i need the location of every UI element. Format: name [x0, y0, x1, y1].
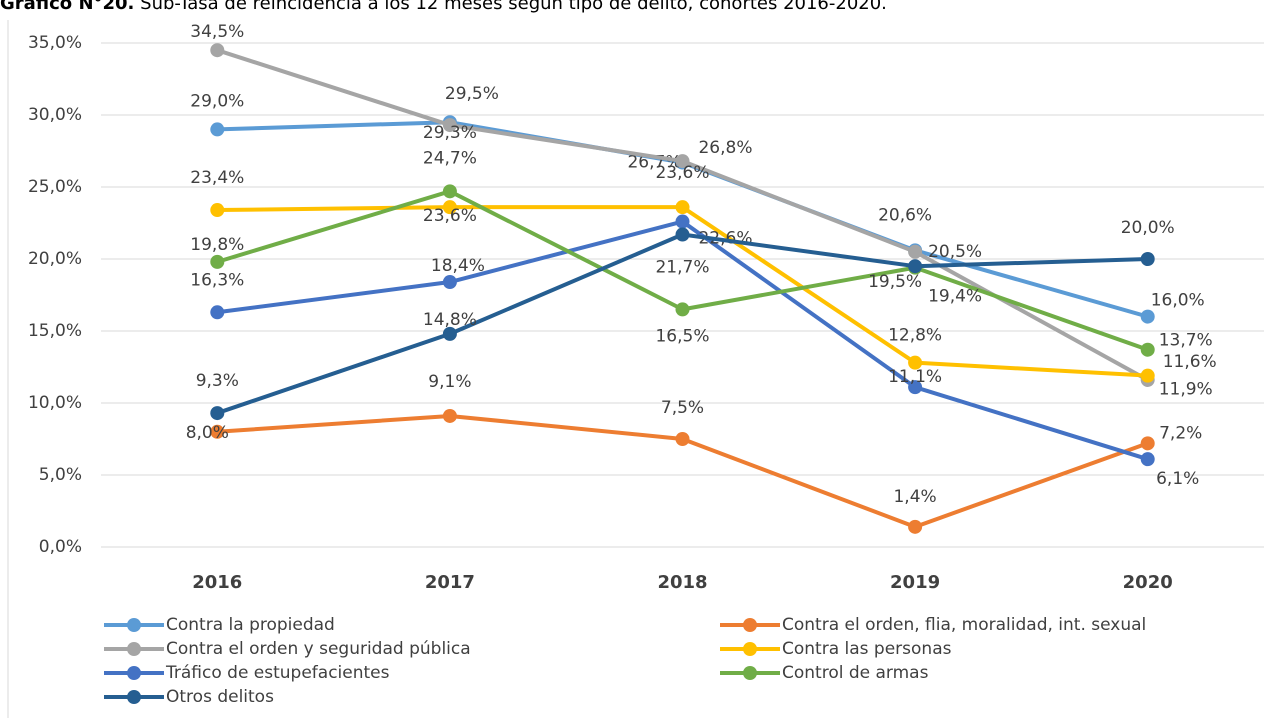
- data-label: 16,3%: [190, 270, 244, 290]
- marker: [675, 227, 690, 242]
- data-label: 14,8%: [423, 310, 477, 330]
- marker: [442, 118, 457, 133]
- data-label: 11,6%: [1163, 352, 1217, 372]
- y-tick-label: 35,0%: [28, 33, 82, 53]
- y-tick-label: 0,0%: [39, 537, 82, 557]
- data-label: 23,6%: [655, 163, 709, 183]
- legend-marker: [127, 618, 141, 632]
- legend-label: Contra el orden, flia, moralidad, int. s…: [782, 615, 1146, 635]
- marker: [1140, 368, 1155, 383]
- marker: [675, 302, 690, 317]
- y-tick-label: 25,0%: [28, 177, 82, 197]
- legend-label: Control de armas: [782, 663, 929, 683]
- legend-label: Contra el orden y seguridad pública: [166, 639, 471, 659]
- data-label: 8,0%: [186, 423, 229, 443]
- marker: [210, 254, 225, 269]
- legend-marker: [743, 618, 757, 632]
- data-label: 16,5%: [655, 326, 709, 346]
- marker: [1140, 342, 1155, 357]
- marker: [1140, 309, 1155, 324]
- data-label: 29,0%: [190, 91, 244, 111]
- data-label: 19,8%: [190, 235, 244, 255]
- marker: [442, 184, 457, 199]
- y-tick-label: 20,0%: [28, 249, 82, 269]
- data-label: 29,3%: [423, 123, 477, 143]
- marker: [908, 244, 923, 259]
- data-label: 21,7%: [655, 258, 709, 278]
- data-label: 24,7%: [423, 148, 477, 168]
- data-label: 34,5%: [190, 22, 244, 42]
- data-label: 23,6%: [423, 206, 477, 226]
- data-label: 26,8%: [698, 138, 752, 158]
- data-label: 11,9%: [1159, 380, 1213, 400]
- legend-marker: [127, 666, 141, 680]
- title-text: Sub-Tasa de reincidencia a los 12 meses …: [140, 0, 887, 14]
- x-tick-label: 2016: [192, 572, 242, 593]
- data-label: 7,2%: [1159, 423, 1202, 443]
- data-label: 29,5%: [445, 84, 499, 104]
- data-label: 20,5%: [928, 242, 982, 262]
- marker: [1140, 436, 1155, 451]
- data-label: 23,4%: [190, 168, 244, 188]
- data-label: 20,6%: [878, 205, 932, 225]
- data-label: 1,4%: [893, 487, 936, 507]
- marker: [210, 424, 225, 439]
- marker: [210, 122, 225, 137]
- legend-label: Contra la propiedad: [166, 615, 335, 635]
- legend-label: Otros delitos: [166, 687, 274, 707]
- y-tick-label: 30,0%: [28, 105, 82, 125]
- legend-marker: [127, 690, 141, 704]
- chart-title: Gráfico N°20. Sub-Tasa de reincidencia a…: [0, 0, 887, 14]
- marker: [442, 275, 457, 290]
- data-label: 9,1%: [428, 372, 471, 392]
- data-label: 13,7%: [1159, 331, 1213, 351]
- y-tick-label: 5,0%: [39, 465, 82, 485]
- marker: [1140, 252, 1155, 266]
- y-tick-label: 10,0%: [28, 393, 82, 413]
- data-label: 19,5%: [868, 272, 922, 292]
- marker: [210, 406, 225, 421]
- data-label: 7,5%: [661, 398, 704, 418]
- y-tick-label: 15,0%: [28, 321, 82, 341]
- title-label: Gráfico N°20.: [0, 0, 134, 14]
- legend-label: Tráfico de estupefacientes: [165, 663, 390, 683]
- data-label: 19,4%: [928, 287, 982, 307]
- marker: [908, 519, 923, 534]
- marker: [210, 203, 225, 218]
- marker: [908, 259, 923, 274]
- marker: [442, 200, 457, 215]
- x-tick-label: 2017: [425, 572, 475, 593]
- data-label: 18,4%: [431, 256, 485, 276]
- data-label: 20,0%: [1121, 218, 1175, 238]
- marker: [1140, 452, 1155, 467]
- marker: [675, 154, 690, 169]
- legend-marker: [743, 666, 757, 680]
- marker: [675, 200, 690, 215]
- data-label: 12,8%: [888, 326, 942, 346]
- data-label: 9,3%: [196, 371, 239, 391]
- x-tick-label: 2020: [1123, 572, 1173, 593]
- x-tick-label: 2019: [890, 572, 940, 593]
- legend-marker: [127, 642, 141, 656]
- x-tick-label: 2018: [657, 572, 707, 593]
- marker: [675, 214, 690, 229]
- data-label: 11,1%: [888, 367, 942, 387]
- marker: [908, 355, 923, 370]
- data-label: 16,0%: [1151, 291, 1205, 311]
- marker: [675, 432, 690, 446]
- legend-marker: [743, 642, 757, 656]
- marker: [908, 380, 923, 395]
- data-label: 6,1%: [1156, 469, 1199, 489]
- marker: [210, 43, 225, 58]
- marker: [442, 408, 457, 423]
- legend-label: Contra las personas: [782, 639, 952, 659]
- marker: [442, 326, 457, 341]
- marker: [210, 305, 225, 320]
